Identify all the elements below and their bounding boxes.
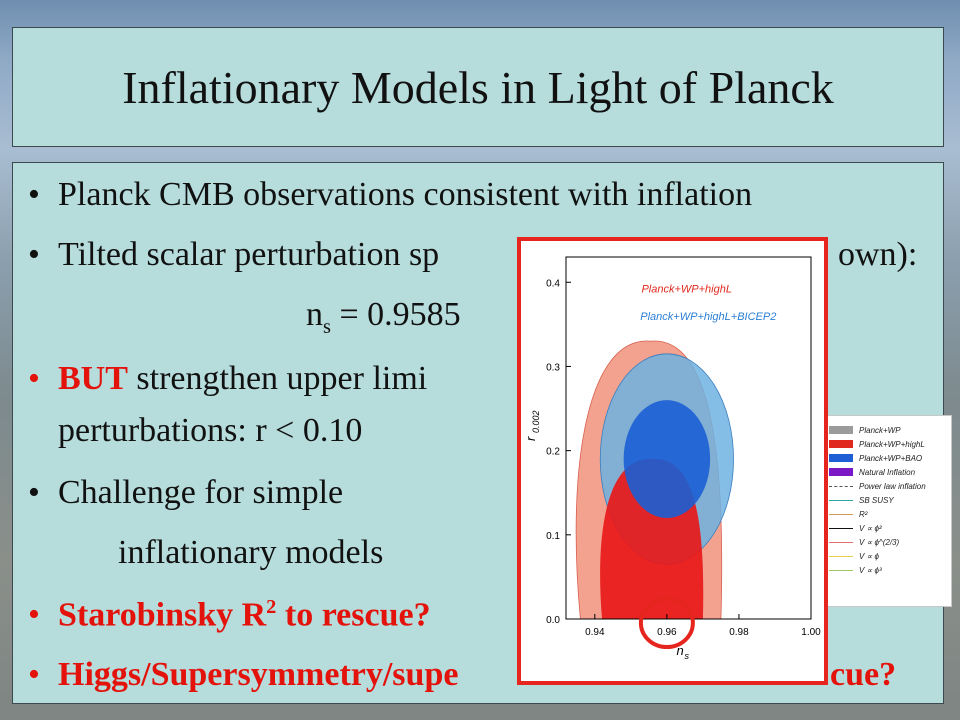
bullet-marker: • bbox=[28, 596, 40, 633]
y-axis-label-sub: 0.002 bbox=[531, 410, 541, 433]
legend-label: R² bbox=[859, 509, 868, 519]
legend-entry: V ∝ ϕ² bbox=[829, 521, 945, 535]
y-axis-label: r bbox=[523, 436, 538, 441]
r-squared-sup: 2 bbox=[266, 596, 277, 618]
y-tick-label: 0.2 bbox=[546, 447, 560, 458]
legend-swatch bbox=[829, 569, 853, 571]
ns-equation: ns = 0.9585 bbox=[306, 296, 461, 339]
plot-axes-frame bbox=[565, 256, 812, 620]
legend-swatch bbox=[829, 555, 853, 557]
but-keyword: BUT bbox=[58, 360, 128, 397]
bullet-marker: • bbox=[28, 176, 40, 213]
legend-entry: V ∝ ϕ bbox=[829, 549, 945, 563]
legend-label: V ∝ ϕ^(2/3) bbox=[859, 537, 900, 547]
legend-panel: Planck+WP Planck+WP+highL Planck+WP+BAO Nat… bbox=[820, 415, 952, 607]
ns-subscript: s bbox=[323, 315, 331, 338]
legend-swatch bbox=[829, 513, 853, 515]
highlight-circle bbox=[638, 597, 695, 649]
legend-entry: Planck+WP bbox=[829, 423, 945, 437]
x-tick-label: 0.94 bbox=[585, 627, 605, 638]
legend-entry: Natural Inflation bbox=[829, 465, 945, 479]
legend-label: Planck+WP+BAO bbox=[859, 453, 923, 463]
legend-swatch bbox=[829, 440, 853, 448]
legend-swatch bbox=[829, 426, 853, 434]
legend-swatch bbox=[829, 485, 853, 487]
legend-label: V ∝ ϕ³ bbox=[859, 565, 882, 575]
bullet-marker: • bbox=[28, 236, 40, 273]
legend-label: Power law inflation bbox=[859, 481, 926, 491]
bullet-text-1: Planck CMB observations consistent with … bbox=[58, 176, 753, 213]
ns-value: = 0.9585 bbox=[330, 296, 461, 333]
legend-planck-highl: Planck+WP+highL bbox=[641, 283, 732, 295]
legend-label: Natural Inflation bbox=[859, 467, 916, 477]
bullet-text-4: Challenge for simple bbox=[58, 474, 344, 511]
y-tick-label: 0.1 bbox=[546, 531, 560, 542]
bullet-text-6a: Higgs/Supersymmetry/supe bbox=[58, 656, 459, 693]
x-tick-label: 1.00 bbox=[801, 627, 821, 638]
x-tick-label: 0.96 bbox=[657, 627, 677, 638]
legend-planck-bicep2: Planck+WP+highL+BICEP2 bbox=[640, 311, 776, 323]
x-tick-label: 0.98 bbox=[729, 627, 749, 638]
bullet-text-3-rest: strengthen upper limi bbox=[127, 360, 428, 397]
legend-swatch bbox=[829, 527, 853, 529]
legend-entry: Power law inflation bbox=[829, 479, 945, 493]
legend-entry: V ∝ ϕ³ bbox=[829, 563, 945, 577]
bullet-text-3-line2: perturbations: r < 0.10 bbox=[58, 412, 363, 449]
legend-swatch bbox=[829, 468, 853, 476]
bullet-text-2b: own): bbox=[838, 236, 918, 273]
bullet-marker: • bbox=[28, 360, 40, 397]
bicep2-68-contour bbox=[623, 400, 711, 518]
legend-swatch bbox=[829, 499, 853, 501]
legend-label: Planck+WP+highL bbox=[859, 439, 925, 449]
bullet-text-3: BUT strengthen upper limi bbox=[58, 360, 427, 398]
legend-label: V ∝ ϕ bbox=[859, 551, 879, 561]
x-axis-label: n bbox=[677, 643, 684, 658]
bullet-marker: • bbox=[28, 656, 40, 693]
legend-label: Planck+WP bbox=[859, 425, 901, 435]
starobinsky-text: Starobinsky R bbox=[58, 596, 267, 634]
legend-label: V ∝ ϕ² bbox=[859, 523, 882, 533]
to-rescue-text: to rescue? bbox=[276, 596, 431, 634]
legend-entry: Planck+WP+highL bbox=[829, 437, 945, 451]
title-box: Inflationary Models in Light of Planck bbox=[12, 27, 944, 147]
ns-symbol: n bbox=[306, 296, 323, 333]
legend-entry: SB SUSY bbox=[829, 493, 945, 507]
legend-entry: V ∝ ϕ^(2/3) bbox=[829, 535, 945, 549]
bullet-text-5: Starobinsky R2 to rescue? bbox=[58, 596, 431, 634]
contour-plot: 0.94 0.96 0.98 1.00 0.0 0.1 0.2 0.3 0.4 n s r 0.002 P… bbox=[523, 256, 821, 661]
bullet-text-6b: cue? bbox=[830, 656, 897, 693]
legend-swatch bbox=[829, 541, 853, 543]
plot-frame: 0.94 0.96 0.98 1.00 0.0 0.1 0.2 0.3 0.4 n s r 0.002 P… bbox=[517, 237, 828, 685]
bullet-text-4-line2: inflationary models bbox=[118, 534, 384, 571]
x-axis-label-sub: s bbox=[685, 651, 690, 661]
y-tick-label: 0.0 bbox=[546, 615, 560, 626]
bullet-text-2a: Tilted scalar perturbation sp bbox=[58, 236, 440, 273]
y-tick-label: 0.4 bbox=[546, 278, 560, 289]
legend-entry: R² bbox=[829, 507, 945, 521]
legend-entry: Planck+WP+BAO bbox=[829, 451, 945, 465]
legend-swatch bbox=[829, 454, 853, 462]
bullet-marker: • bbox=[28, 474, 40, 511]
legend-label: SB SUSY bbox=[859, 495, 894, 505]
y-tick-label: 0.3 bbox=[546, 362, 560, 373]
slide-title: Inflationary Models in Light of Planck bbox=[122, 61, 834, 113]
